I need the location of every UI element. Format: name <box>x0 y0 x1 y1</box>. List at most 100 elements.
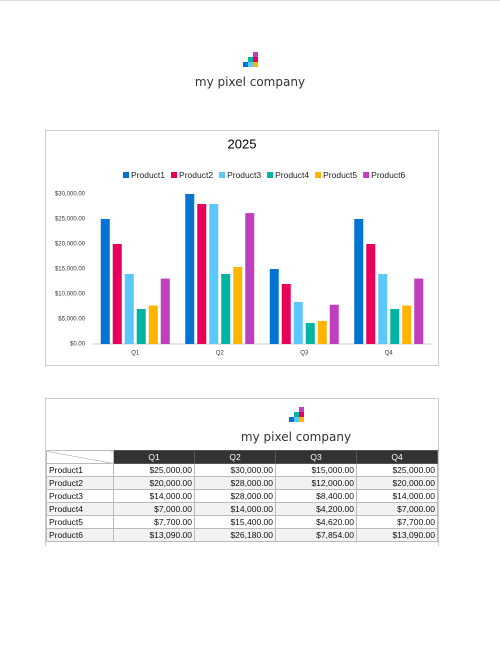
bar <box>293 302 303 344</box>
table-cell: $14,000.00 <box>194 502 276 516</box>
table-row: Product3 $14,000.00 $28,000.00 $8,400.00 $14… <box>46 489 438 503</box>
bar <box>378 274 388 344</box>
table-cell: $20,000.00 <box>356 476 438 490</box>
table-row: Product6 $13,090.00 $26,180.00 $7,854.00 $13… <box>46 528 438 542</box>
row-label: Product3 <box>46 489 114 503</box>
bar <box>124 274 134 344</box>
bar <box>136 309 146 344</box>
table-logo: my pixel company <box>46 407 500 444</box>
bar <box>414 278 424 344</box>
x-tick-label: Q4 <box>385 351 394 357</box>
x-tick-label: Q1 <box>131 351 140 357</box>
table-cell: $26,180.00 <box>194 528 276 542</box>
table-cell: $8,400.00 <box>275 489 357 503</box>
column-header: Q2 <box>194 450 276 464</box>
table-cell: $13,090.00 <box>356 528 438 542</box>
chart-container: 2025 $0.00 $5,000.00 $10,000.00 $15,000.00 $… <box>45 130 439 366</box>
legend-label: Product2 <box>179 170 213 180</box>
table-cell: $7,000.00 <box>356 502 438 516</box>
bar <box>197 204 207 344</box>
table-row: Product4 $7,000.00 $14,000.00 $4,200.00 $7,0… <box>46 502 438 516</box>
bar <box>269 269 279 344</box>
company-name: my pixel company <box>240 430 352 444</box>
top-border <box>0 0 500 1</box>
header-row: Q1 Q2 Q3 Q4 <box>46 450 438 464</box>
legend-label: Product1 <box>131 170 165 180</box>
table-cell: $25,000.00 <box>113 463 195 477</box>
bar <box>221 274 231 344</box>
table-row: Product5 $7,700.00 $15,400.00 $4,620.00 $7,7… <box>46 515 438 529</box>
table-cell: $7,000.00 <box>113 502 195 516</box>
bar <box>112 244 122 344</box>
y-tick-label: $5,000.00 <box>58 317 85 323</box>
legend-swatch <box>315 172 322 178</box>
legend-label: Product5 <box>323 170 357 180</box>
column-header: Q4 <box>356 450 438 464</box>
y-tick-label: $0.00 <box>70 342 86 348</box>
header-logo: my pixel company <box>0 52 500 89</box>
table-cell: $25,000.00 <box>356 463 438 477</box>
x-tick-label: Q3 <box>300 351 309 357</box>
table-cell: $4,620.00 <box>275 515 357 529</box>
company-name: my pixel company <box>194 75 306 89</box>
table-cell: $4,200.00 <box>275 502 357 516</box>
legend-swatch <box>123 172 129 178</box>
y-tick-label: $30,000.00 <box>55 192 86 198</box>
table-container: my pixel company Q1 Q2 Q3 Q4 Product1 $25,000… <box>45 398 439 546</box>
bar <box>366 244 376 344</box>
legend-swatch <box>219 172 226 178</box>
bar <box>317 320 327 344</box>
bar <box>402 305 412 344</box>
y-tick-label: $25,000.00 <box>55 217 86 223</box>
bar <box>233 267 243 344</box>
bar <box>185 194 195 344</box>
table-cell: $12,000.00 <box>275 476 357 490</box>
column-header: Q1 <box>113 450 195 464</box>
bar <box>354 219 364 344</box>
table-row: Product2 $20,000.00 $28,000.00 $12,000.00 $2… <box>46 476 438 490</box>
table-cell: $28,000.00 <box>194 489 276 503</box>
legend-swatch <box>171 172 178 178</box>
table-cell: $14,000.00 <box>356 489 438 503</box>
logo-icon <box>243 52 258 67</box>
table-row: Product1 $25,000.00 $30,000.00 $15,000.00 $2… <box>46 463 438 477</box>
x-tick-label: Q2 <box>216 351 225 357</box>
y-tick-label: $15,000.00 <box>55 267 86 273</box>
chart-title: 2025 <box>228 136 257 151</box>
bar <box>100 219 110 344</box>
row-label: Product4 <box>46 502 114 516</box>
bar <box>160 278 170 344</box>
table-cell: $20,000.00 <box>113 476 195 490</box>
chart: 2025 $0.00 $5,000.00 $10,000.00 $15,000.00 $… <box>55 136 431 357</box>
row-label: Product6 <box>46 528 114 542</box>
legend-label: Product6 <box>371 170 405 180</box>
legend-swatch <box>363 172 370 178</box>
table-cell: $13,090.00 <box>113 528 195 542</box>
bar <box>148 305 158 344</box>
table-cell: $15,400.00 <box>194 515 276 529</box>
bar <box>281 284 291 344</box>
table-cell: $7,854.00 <box>275 528 357 542</box>
table-cell: $15,000.00 <box>275 463 357 477</box>
row-label: Product2 <box>46 476 114 490</box>
table-cell: $30,000.00 <box>194 463 276 477</box>
bar <box>305 323 315 344</box>
column-header: Q3 <box>275 450 357 464</box>
legend-label: Product3 <box>227 170 261 180</box>
row-label: Product5 <box>46 515 114 529</box>
corner-cell <box>46 450 114 464</box>
y-tick-label: $20,000.00 <box>55 242 86 248</box>
legend-swatch <box>267 172 274 178</box>
legend-label: Product4 <box>275 170 309 180</box>
table-cell: $7,700.00 <box>113 515 195 529</box>
logo-icon <box>289 407 304 422</box>
bar <box>329 304 339 344</box>
row-label: Product1 <box>46 463 114 477</box>
table-cell: $14,000.00 <box>113 489 195 503</box>
table-cell: $28,000.00 <box>194 476 276 490</box>
table-cell: $7,700.00 <box>356 515 438 529</box>
bar <box>245 213 255 344</box>
y-tick-label: $10,000.00 <box>55 292 86 298</box>
bar <box>209 204 219 344</box>
